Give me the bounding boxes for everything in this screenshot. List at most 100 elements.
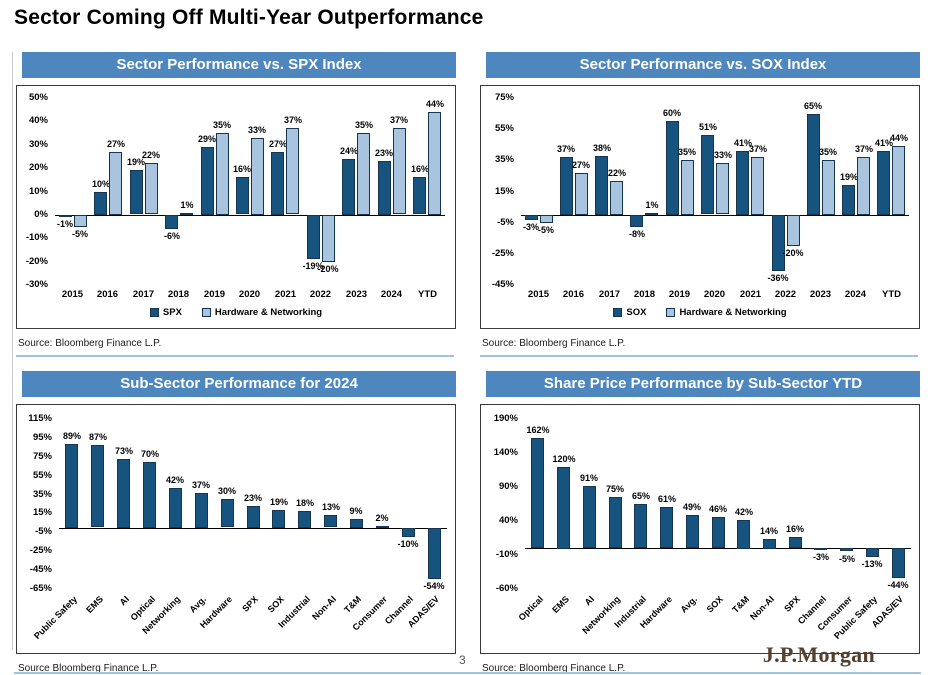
bar [712, 517, 725, 548]
y-tick-label: 40% [498, 515, 518, 526]
y-tick-label: 15% [494, 185, 514, 197]
bar [169, 488, 182, 528]
y-tick-label: -10% [495, 549, 518, 560]
value-label: -36% [767, 273, 789, 283]
source-note-subsector-ytd: Source: Bloomberg Finance L.P. [482, 663, 626, 674]
chart-title-spx: Sector Performance vs. SPX Index [116, 56, 362, 73]
value-label: -3% [522, 222, 539, 232]
x-axis-label: 2018 [167, 289, 190, 300]
value-label: 22% [141, 150, 160, 160]
charts-grid: Sector Performance vs. SPX Index 50% 40% 3… [16, 52, 920, 675]
bar [560, 157, 573, 215]
bar [216, 133, 229, 215]
legend-item: Hardware & Networking [666, 307, 787, 318]
value-label: 87% [88, 432, 107, 442]
chart-header-subsector-ytd: Share Price Performance by Sub-Sector YT… [486, 371, 920, 397]
bar [143, 462, 156, 528]
y-tick-label: 0% [34, 208, 48, 220]
x-axis-label: 2022 [774, 289, 797, 300]
bar [575, 173, 588, 215]
x-axis-label: YTD [418, 289, 437, 300]
value-label: 37% [854, 144, 873, 154]
bar [322, 215, 335, 262]
bar [736, 151, 749, 215]
chart-spx: 50% 40% 30% 20% 10% 0% -10% -20% -30% -1% -5% 2015 1… [17, 86, 455, 328]
value-label: 24% [339, 146, 358, 156]
source-note-spx: Source: Bloomberg Finance L.P. [18, 338, 162, 349]
value-label: -20% [782, 248, 804, 258]
x-axis-label: 2023 [809, 289, 832, 300]
value-label: 70% [140, 449, 159, 459]
jpmorgan-logo: J.P.Morgan [762, 642, 875, 667]
y-tick-label: -30% [25, 279, 48, 290]
x-axis-label: 2024 [844, 289, 867, 300]
x-axis-label: 2016 [96, 289, 119, 300]
value-label: -1% [56, 219, 73, 229]
bar [686, 515, 699, 548]
page-title: Sector Coming Off Multi-Year Outperforma… [14, 6, 484, 29]
value-label: 35% [677, 147, 696, 157]
value-label: 49% [682, 502, 701, 512]
x-axis-label: 2019 [668, 289, 691, 300]
value-label: 19% [269, 497, 288, 507]
bar [645, 213, 658, 215]
bar [787, 215, 800, 246]
x-axis-label: YTD [882, 289, 901, 300]
bar [251, 138, 264, 215]
bar [822, 160, 835, 215]
bar [376, 526, 389, 528]
bar [324, 515, 337, 527]
bar [701, 135, 714, 214]
bar [342, 159, 355, 215]
bar [272, 510, 285, 528]
y-tick-label: 35% [32, 488, 52, 500]
legend-label: SOX [626, 307, 647, 318]
bar [595, 156, 608, 215]
x-axis-label: 2020 [238, 289, 261, 300]
legend-swatch [666, 308, 676, 317]
value-label: 89% [62, 431, 81, 441]
legend-swatch [201, 308, 211, 317]
y-tick-label: 15% [32, 507, 52, 519]
value-label: 162% [526, 425, 550, 435]
value-label: -19% [302, 261, 324, 271]
bar [583, 486, 596, 548]
bar [840, 548, 853, 551]
value-label: 65% [631, 491, 650, 501]
y-tick-label: -5% [497, 216, 514, 228]
bar [236, 177, 249, 214]
legend-swatch [613, 308, 623, 317]
chart-canvas-spx: 50% 40% 30% 20% 10% 0% -10% -20% -30% -1% -5% 2015 1… [16, 85, 456, 329]
bar [221, 499, 234, 527]
bar [65, 444, 78, 528]
panel-sector-vs-spx: Sector Performance vs. SPX Index 50% 40% 3… [16, 52, 456, 357]
value-label: -6% [163, 231, 180, 241]
value-label: 19% [839, 172, 858, 182]
source-note-sox: Source: Bloomberg Finance L.P. [482, 338, 626, 349]
chart-legend: SOX Hardware & Networking [481, 307, 919, 318]
bar [201, 147, 214, 215]
y-tick-label: -25% [29, 545, 52, 557]
y-tick-label: -60% [495, 583, 518, 594]
y-tick-label: -65% [29, 583, 52, 594]
value-label: 42% [734, 507, 753, 517]
y-tick-label: 55% [32, 469, 52, 481]
bar [892, 548, 905, 578]
value-label: 9% [349, 506, 363, 516]
bar [59, 215, 72, 217]
value-label: -54% [423, 581, 445, 591]
bar [609, 497, 622, 548]
bar [842, 185, 855, 215]
value-label: 44% [889, 133, 908, 143]
value-label: 22% [607, 168, 626, 178]
panel-subsector-2024: Sub-Sector Performance for 2024 115% 95% 7… [16, 371, 456, 675]
bar [94, 192, 107, 215]
bar [751, 157, 764, 215]
value-label: 18% [295, 498, 314, 508]
y-tick-label: 90% [498, 481, 518, 492]
bar [109, 152, 122, 215]
y-tick-label: -45% [29, 564, 52, 576]
legend-swatch [149, 308, 159, 317]
legend-item: SPX [149, 307, 182, 318]
chart-header-sox: Sector Performance vs. SOX Index [486, 52, 920, 78]
